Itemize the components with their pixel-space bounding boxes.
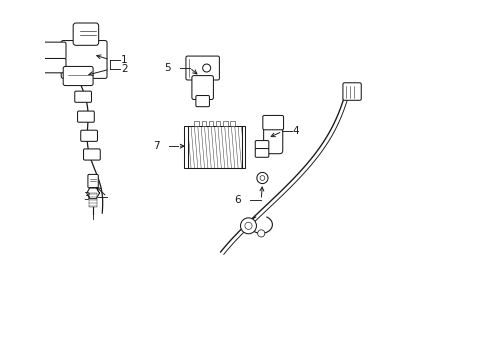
FancyBboxPatch shape xyxy=(63,67,93,86)
Bar xyxy=(194,121,199,126)
Text: 5: 5 xyxy=(163,63,170,73)
FancyBboxPatch shape xyxy=(75,91,91,102)
FancyBboxPatch shape xyxy=(255,149,268,157)
FancyBboxPatch shape xyxy=(255,140,268,149)
Circle shape xyxy=(260,176,264,180)
Bar xyxy=(183,126,187,168)
FancyBboxPatch shape xyxy=(73,23,99,45)
Bar xyxy=(187,126,241,168)
Text: 6: 6 xyxy=(234,195,241,205)
Bar xyxy=(216,121,220,126)
FancyBboxPatch shape xyxy=(263,125,282,154)
FancyBboxPatch shape xyxy=(191,76,213,99)
Bar xyxy=(223,121,227,126)
Bar xyxy=(208,121,213,126)
FancyBboxPatch shape xyxy=(196,95,209,107)
Circle shape xyxy=(240,218,256,234)
Bar xyxy=(230,121,234,126)
FancyBboxPatch shape xyxy=(61,41,107,78)
Bar xyxy=(89,193,97,207)
Circle shape xyxy=(256,172,267,184)
Bar xyxy=(241,126,245,168)
FancyBboxPatch shape xyxy=(81,130,97,141)
Bar xyxy=(201,121,205,126)
FancyBboxPatch shape xyxy=(262,116,283,130)
Text: 1: 1 xyxy=(121,55,127,65)
Text: 7: 7 xyxy=(153,141,160,151)
Circle shape xyxy=(257,230,264,237)
FancyBboxPatch shape xyxy=(78,111,94,122)
FancyBboxPatch shape xyxy=(342,83,361,100)
FancyBboxPatch shape xyxy=(88,175,98,188)
Circle shape xyxy=(244,222,251,229)
Text: 2: 2 xyxy=(121,64,127,74)
FancyBboxPatch shape xyxy=(43,58,66,73)
Text: 3: 3 xyxy=(83,192,90,202)
FancyBboxPatch shape xyxy=(83,149,100,160)
FancyBboxPatch shape xyxy=(185,56,219,80)
Circle shape xyxy=(202,64,210,72)
Text: 4: 4 xyxy=(292,126,298,136)
FancyBboxPatch shape xyxy=(43,42,66,59)
